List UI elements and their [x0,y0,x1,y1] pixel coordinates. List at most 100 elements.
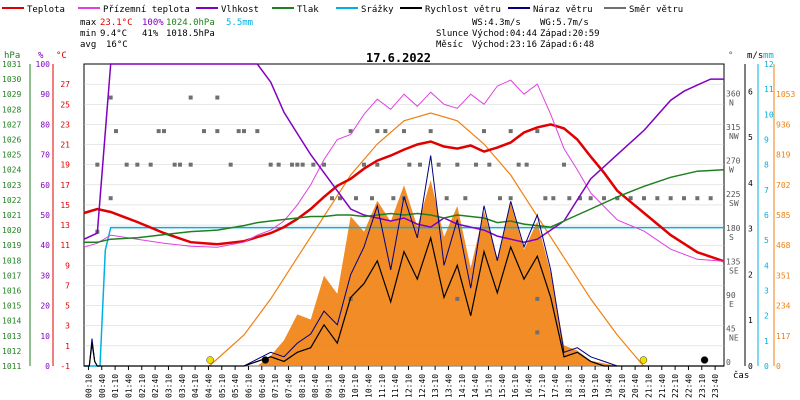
wind-direction-point [188,95,193,100]
wind-tick-label: 5 [748,133,753,142]
wind-direction-point [535,296,540,301]
temperature-tick-label: 27 [60,80,70,89]
stat-max-rain: 5.5mm [226,18,253,28]
info-moonrise: Východ:23:16 [472,40,537,50]
wind-direction-point [162,129,166,134]
wind-direction-point [436,162,441,167]
time-tick-label: 00:40 [98,374,107,398]
time-tick-label: 18:40 [578,374,587,398]
time-tick-label: 17:40 [551,374,560,398]
wind-direction-point [463,196,468,201]
wind-direction-point [418,162,422,167]
temperature-tick-label: 23 [60,120,70,129]
time-tick-label: 11:10 [378,374,387,398]
wind-direction-point [615,196,620,201]
wind-direction-point [95,162,100,167]
rain-tick-label: 10 [764,110,774,119]
wind-direction-point [348,129,353,134]
stat-min-temp: 9.4°C [100,29,127,39]
pressure-tick-label: 1025 [2,151,21,160]
humidity-tick-label: 60 [40,181,50,190]
wind-direction-point [178,162,182,167]
wind-direction-point [508,129,513,134]
series-line-3 [84,168,725,243]
stat-max-press: 1024.0hPa [166,18,215,28]
time-tick-label: 10:40 [364,374,373,398]
wind-direction-point [444,196,449,201]
stat-avg-temp: 16°C [106,40,128,50]
time-tick-label: 23:10 [698,374,707,398]
time-tick-label: 09:40 [338,374,347,398]
wind-direction-point [242,129,246,134]
wind-direction-point [311,162,316,167]
rain-tick-label: 1 [764,337,769,346]
legend-press: Tlak [297,5,319,15]
pressure-tick-label: 1028 [2,105,21,114]
wind-direction-point [508,196,513,201]
rain-tick-label: 5 [764,236,769,245]
wind-direction-point [124,162,129,167]
solar-tick-label: 1053 [776,90,795,99]
wind-direction-point [455,162,460,167]
info-moonset: Západ:6:48 [540,40,594,50]
time-tick-label: 11:40 [391,374,400,398]
wind-direction-point [172,162,177,167]
stat-min-hum: 41% [142,29,159,39]
direction-name-label: NW [729,132,739,141]
pressure-tick-label: 1016 [2,287,21,296]
pressure-tick-label: 1024 [2,166,21,175]
wind-direction-point [602,196,606,201]
pressure-tick-label: 1026 [2,136,21,145]
time-tick-label: 22:40 [684,374,693,398]
humidity-tick-label: 0 [45,362,50,371]
time-tick-label: 14:40 [471,374,480,398]
direction-name-label: SW [729,199,739,208]
wind-direction-point [370,196,374,201]
solar-tick-label: 351 [776,271,791,280]
wind-direction-point [474,162,478,167]
solar-tick-label: 585 [776,211,791,220]
direction-tick-label: 45 [726,324,736,333]
series-line-0 [83,123,725,263]
wind-direction-point [642,196,646,201]
pressure-tick-label: 1027 [2,120,21,129]
time-tick-label: 17:10 [538,374,547,398]
direction-tick-label: 270 [726,157,741,166]
info-moon-label: Měsíc [436,40,463,50]
wind-direction-point [338,196,342,201]
axis-dir-unit: ° [728,51,733,61]
temperature-tick-label: 11 [60,241,70,250]
solar-radiation-area [84,180,724,366]
wind-tick-label: 1 [748,316,753,325]
time-tick-label: 05:40 [231,374,240,398]
wind-direction-point [295,162,300,167]
time-tick-label: 01:10 [111,374,120,398]
wind-direction-point [330,196,334,201]
series-line-1 [83,79,725,262]
wind-direction-point [375,129,380,134]
humidity-tick-label: 70 [40,151,50,160]
pressure-tick-label: 1021 [2,211,21,220]
chart-title: 17.6.2022 [366,51,431,65]
wind-direction-point [498,196,502,201]
wind-direction-point [562,162,566,167]
pressure-tick-label: 1013 [2,332,21,341]
wind-direction-point [236,129,241,134]
wind-direction-point [535,129,540,134]
solar-tick-label: 936 [776,120,791,129]
wind-direction-point [628,196,633,201]
time-tick-label: 14:10 [458,374,467,398]
axes: 00:10 00:40 01:10 01:40 02:10 02:40 03:10 03:40… [2,60,795,398]
wind-direction-point [543,196,548,201]
direction-tick-label: 315 [726,123,741,132]
wind-direction-point [114,129,118,134]
humidity-tick-label: 80 [40,120,50,129]
stat-max-hum: 100% [142,18,164,28]
wind-direction-point [535,330,540,335]
solar-tick-label: 819 [776,151,791,160]
humidity-tick-label: 100 [36,60,51,69]
wind-direction-point [578,196,582,201]
direction-name-label: S [729,233,734,242]
humidity-tick-label: 20 [40,302,50,311]
